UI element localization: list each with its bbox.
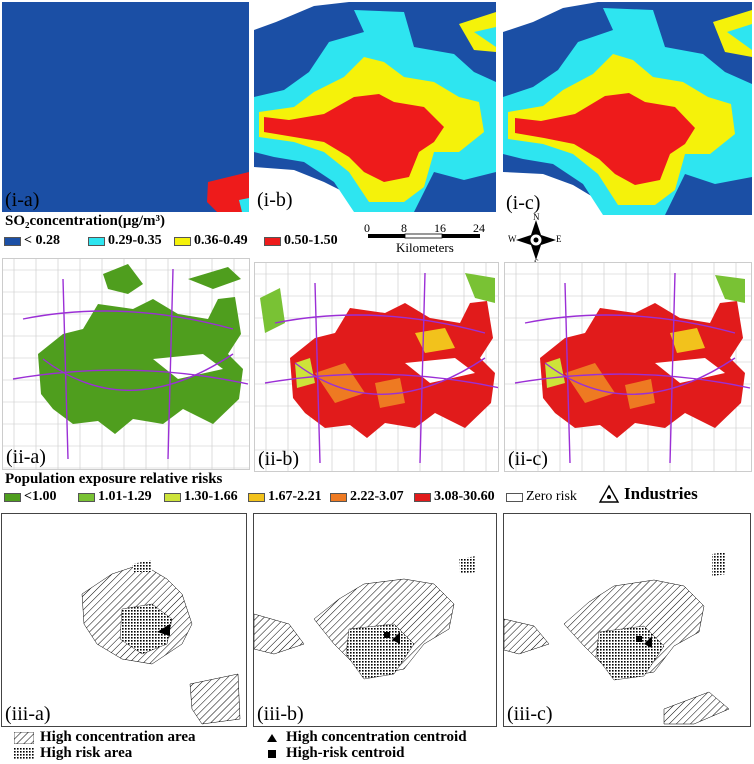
- swatch: [88, 236, 105, 246]
- legend-label: 1.30-1.66: [184, 489, 238, 504]
- legend-label: 0.50-1.50: [284, 233, 338, 248]
- scale-tick: 16: [434, 221, 446, 235]
- map-panel-iii-b: (iii-b): [253, 513, 497, 727]
- legend-label: High-risk centroid: [286, 745, 405, 761]
- map-panel-iii-c: (iii-c): [503, 513, 751, 727]
- swatch: [264, 236, 281, 246]
- panel-label: (i-b): [257, 189, 293, 211]
- risk-legend-item: <1.00: [4, 489, 56, 505]
- panel-label: (i-a): [5, 189, 40, 211]
- so2-legend-item: 0.29-0.35: [88, 233, 162, 249]
- high-conc-centroid-legend: High concentration centroid: [266, 729, 467, 746]
- risk-legend-item: Zero risk: [506, 489, 577, 505]
- map-panel-iii-a: (iii-a): [1, 513, 247, 727]
- map-panel-ii-c: (ii-c): [504, 262, 752, 472]
- risk-legend-item: 1.30-1.66: [164, 489, 238, 505]
- swatch: [330, 492, 347, 502]
- risk-legend-item: 3.08-30.60: [414, 489, 495, 505]
- legend-label: 1.01-1.29: [98, 489, 152, 504]
- legend-label: 2.22-3.07: [350, 489, 404, 504]
- dots-swatch-icon: [14, 747, 34, 760]
- legend-label: High concentration centroid: [286, 729, 467, 745]
- risk-legend-item: 1.67-2.21: [248, 489, 322, 505]
- map-panel-i-b: (i-b): [254, 2, 496, 212]
- panel-label: (i-c): [506, 192, 541, 214]
- so2-legend-item: < 0.28: [4, 233, 60, 249]
- compass-n: N: [533, 212, 540, 222]
- risk-legend-item: 1.01-1.29: [78, 489, 152, 505]
- swatch: [4, 236, 21, 246]
- panel-label: (ii-b): [258, 448, 300, 470]
- swatch: [414, 492, 431, 502]
- high-conc-area-legend: High concentration area: [14, 729, 196, 746]
- square-marker-icon: [268, 749, 276, 758]
- panel-label: (ii-a): [6, 446, 46, 468]
- legend-label: < 0.28: [24, 233, 60, 248]
- so2-legend-title: SO₂concentration(μg/m³): [5, 213, 165, 229]
- swatch: [78, 492, 95, 502]
- panel-label: (iii-a): [5, 703, 51, 725]
- scale-tick: 0: [364, 221, 370, 235]
- triangle-marker-icon: [267, 733, 277, 742]
- north-arrow-icon: N S W E: [508, 212, 562, 268]
- legend-label: 0.29-0.35: [108, 233, 162, 248]
- scale-tick: 8: [401, 221, 407, 235]
- panel-label: (ii-c): [508, 448, 548, 470]
- risk-legend-title: Population exposure relative risks: [5, 471, 223, 487]
- swatch: [248, 492, 265, 502]
- panel-label: (iii-b): [257, 703, 304, 725]
- legend-label: 1.67-2.21: [268, 489, 322, 504]
- legend-label: <1.00: [24, 489, 57, 504]
- map-panel-ii-b: (ii-b): [254, 262, 499, 472]
- red-zone: [207, 172, 249, 212]
- swatch: [4, 492, 21, 502]
- so2-legend-item: 0.50-1.50: [264, 233, 338, 249]
- compass-e: E: [556, 234, 562, 244]
- swatch: [174, 236, 191, 246]
- map-panel-i-c: (i-c): [503, 2, 752, 215]
- risk-legend-item: 2.22-3.07: [330, 489, 404, 505]
- industries-legend-item: Industries: [598, 484, 698, 504]
- legend-label: High concentration area: [40, 729, 196, 745]
- legend-label: 3.08-30.60: [434, 489, 495, 504]
- high-risk-area-legend: High risk area: [14, 745, 132, 762]
- scale-tick: 24: [473, 221, 485, 235]
- swatch: [506, 492, 523, 502]
- hatch-swatch-icon: [14, 731, 34, 744]
- scale-unit: Kilometers: [396, 240, 454, 255]
- so2-legend-item: 0.36-0.49: [174, 233, 248, 249]
- industry-icon: [598, 484, 620, 503]
- panel-label: (iii-c): [507, 703, 553, 725]
- legend-label: Zero risk: [526, 489, 577, 504]
- high-risk-centroid-legend: High-risk centroid: [266, 745, 404, 762]
- swatch: [164, 492, 181, 502]
- scale-bar: 0 8 16 24 Kilometers: [360, 221, 500, 261]
- map-panel-i-a: (i-a): [2, 2, 249, 212]
- legend-label: High risk area: [40, 745, 133, 761]
- legend-label: Industries: [624, 484, 698, 503]
- map-panel-ii-a: (ii-a): [2, 258, 250, 470]
- legend-label: 0.36-0.49: [194, 233, 248, 248]
- compass-w: W: [508, 234, 517, 244]
